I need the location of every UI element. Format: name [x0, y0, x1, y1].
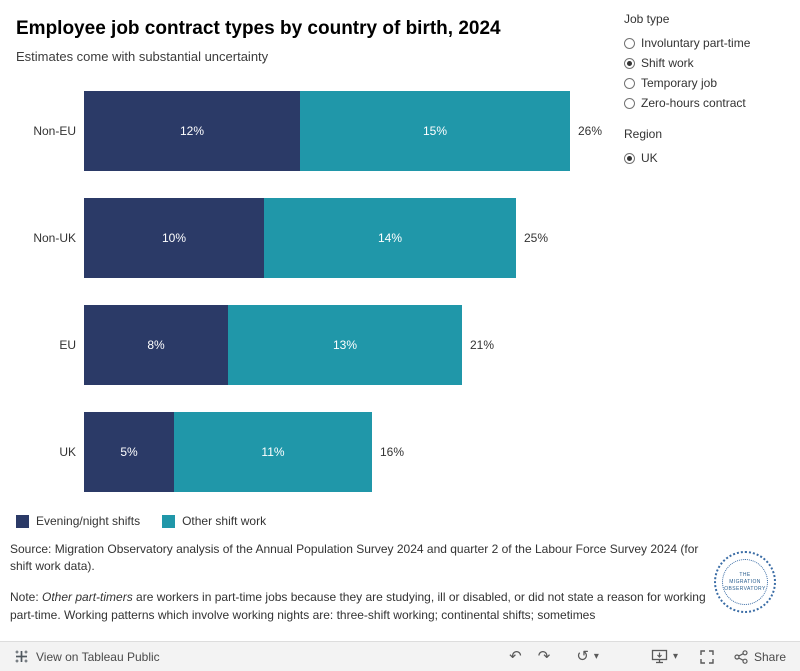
view-on-tableau-public-label: View on Tableau Public [36, 649, 160, 664]
source-text: Source: Migration Observatory analysis o… [10, 542, 699, 573]
radio-option-temporary-job[interactable]: Temporary job [624, 73, 798, 93]
note-italic-term: Other part-timers [42, 590, 133, 604]
bar-segment-evening-night-shifts[interactable]: 10% [84, 198, 264, 278]
radio-option-shift-work[interactable]: Shift work [624, 53, 798, 73]
bar-chart: Non-EU 12% 15% 26% Non-UK 10% 14% 25% EU 8% 13% 21%… [0, 91, 602, 519]
replay-speed-caret-icon[interactable]: ▾ [593, 651, 599, 662]
page-title: Employee job contract types by country o… [16, 18, 501, 39]
job-type-filter-label: Job type [624, 12, 670, 26]
radio-selected-icon[interactable] [624, 152, 635, 164]
logo-line: MIGRATION [729, 578, 761, 585]
logo-line: THE [739, 571, 751, 578]
undo-icon[interactable]: ↶ [509, 647, 522, 665]
redo-icon[interactable]: ↷ [537, 647, 551, 665]
legend-label: Evening/night shifts [36, 514, 141, 528]
legend-swatch [16, 514, 29, 528]
bar-segment-other-shift-work[interactable]: 15% [300, 91, 570, 171]
region-filter-label: Region [624, 127, 663, 141]
radio-option-label: Involuntary part-time [641, 36, 751, 50]
radio-selected-icon[interactable] [624, 57, 635, 69]
radio-option-label: Shift work [641, 56, 694, 70]
legend-label: Other shift work [182, 514, 267, 528]
region-filter: Region UK [624, 127, 798, 168]
bar-segment-evening-night-shifts[interactable]: 5% [84, 412, 174, 492]
fullscreen-icon[interactable] [700, 649, 714, 664]
bar-segment-other-shift-work[interactable]: 11% [174, 412, 372, 492]
legend: Evening/night shifts Other shift work [16, 514, 266, 528]
category-label: Non-EU [33, 124, 76, 138]
migration-observatory-logo: THE MIGRATION OBSERVATORY [714, 551, 776, 613]
bar-segment-evening-night-shifts[interactable]: 8% [84, 305, 228, 385]
radio-option-involuntary-part-time[interactable]: Involuntary part-time [624, 33, 798, 53]
category-label: EU [59, 338, 76, 352]
bar-segment-other-shift-work[interactable]: 14% [264, 198, 516, 278]
radio-option-zero-hours-contract[interactable]: Zero-hours contract [624, 93, 798, 113]
replay-icon[interactable]: ↺ [576, 647, 589, 665]
radio-option-label: Temporary job [641, 76, 718, 90]
legend-item[interactable]: Evening/night shifts [16, 514, 140, 528]
category-label: UK [59, 445, 76, 459]
share-label[interactable]: Share [753, 649, 786, 664]
radio-option-uk[interactable]: UK [624, 148, 798, 168]
region-options: UK [624, 148, 798, 168]
note-text: Note: Other part-timers are workers in p… [10, 588, 710, 636]
bar-row: Non-UK 10% 14% 25% [0, 198, 602, 278]
bar-segment-evening-night-shifts[interactable]: 12% [84, 91, 300, 171]
bar-segment-other-shift-work[interactable]: 13% [228, 305, 462, 385]
page-subtitle: Estimates come with substantial uncertai… [16, 49, 269, 64]
radio-option-label: UK [641, 151, 658, 165]
toolbar-actions: ↶ ↷ ↺ ▾ ▾ [509, 649, 786, 664]
bar-total-label: 21% [470, 338, 495, 352]
note-body: are workers in part-time jobs because th… [10, 590, 706, 622]
bar-total-label: 25% [524, 231, 549, 245]
download-icon[interactable] [651, 649, 668, 664]
job-type-options: Involuntary part-time Shift work Temporary… [624, 33, 798, 113]
view-on-tableau-public-link[interactable]: View on Tableau Public [14, 649, 160, 664]
bar-total-label: 26% [578, 124, 603, 138]
filter-panel: Job type Involuntary part-time Shift work… [624, 12, 798, 168]
radio-icon[interactable] [624, 77, 635, 89]
bar-total-label: 16% [380, 445, 405, 459]
tableau-logo-icon [15, 650, 28, 663]
download-caret-icon[interactable]: ▾ [672, 651, 678, 662]
legend-swatch [162, 514, 176, 528]
radio-icon[interactable] [624, 37, 635, 49]
category-label: Non-UK [33, 231, 76, 245]
job-type-filter: Job type Involuntary part-time Shift work… [624, 12, 798, 113]
radio-option-label: Zero-hours contract [641, 96, 746, 110]
bar-row: EU 8% 13% 21% [0, 305, 602, 385]
tableau-toolbar: View on Tableau Public ↶ ↷ ↺ ▾ ▾ [0, 641, 800, 671]
bar-row: Non-EU 12% 15% 26% [0, 91, 602, 171]
share-icon[interactable] [734, 649, 748, 664]
note-prefix: Note: [10, 590, 43, 604]
logo-line: OBSERVATORY [724, 585, 766, 592]
migration-observatory-logo-text: THE MIGRATION OBSERVATORY [722, 559, 768, 605]
radio-icon[interactable] [624, 97, 635, 109]
bar-row: UK 5% 11% 16% [0, 412, 602, 492]
legend-item[interactable]: Other shift work [162, 514, 266, 528]
